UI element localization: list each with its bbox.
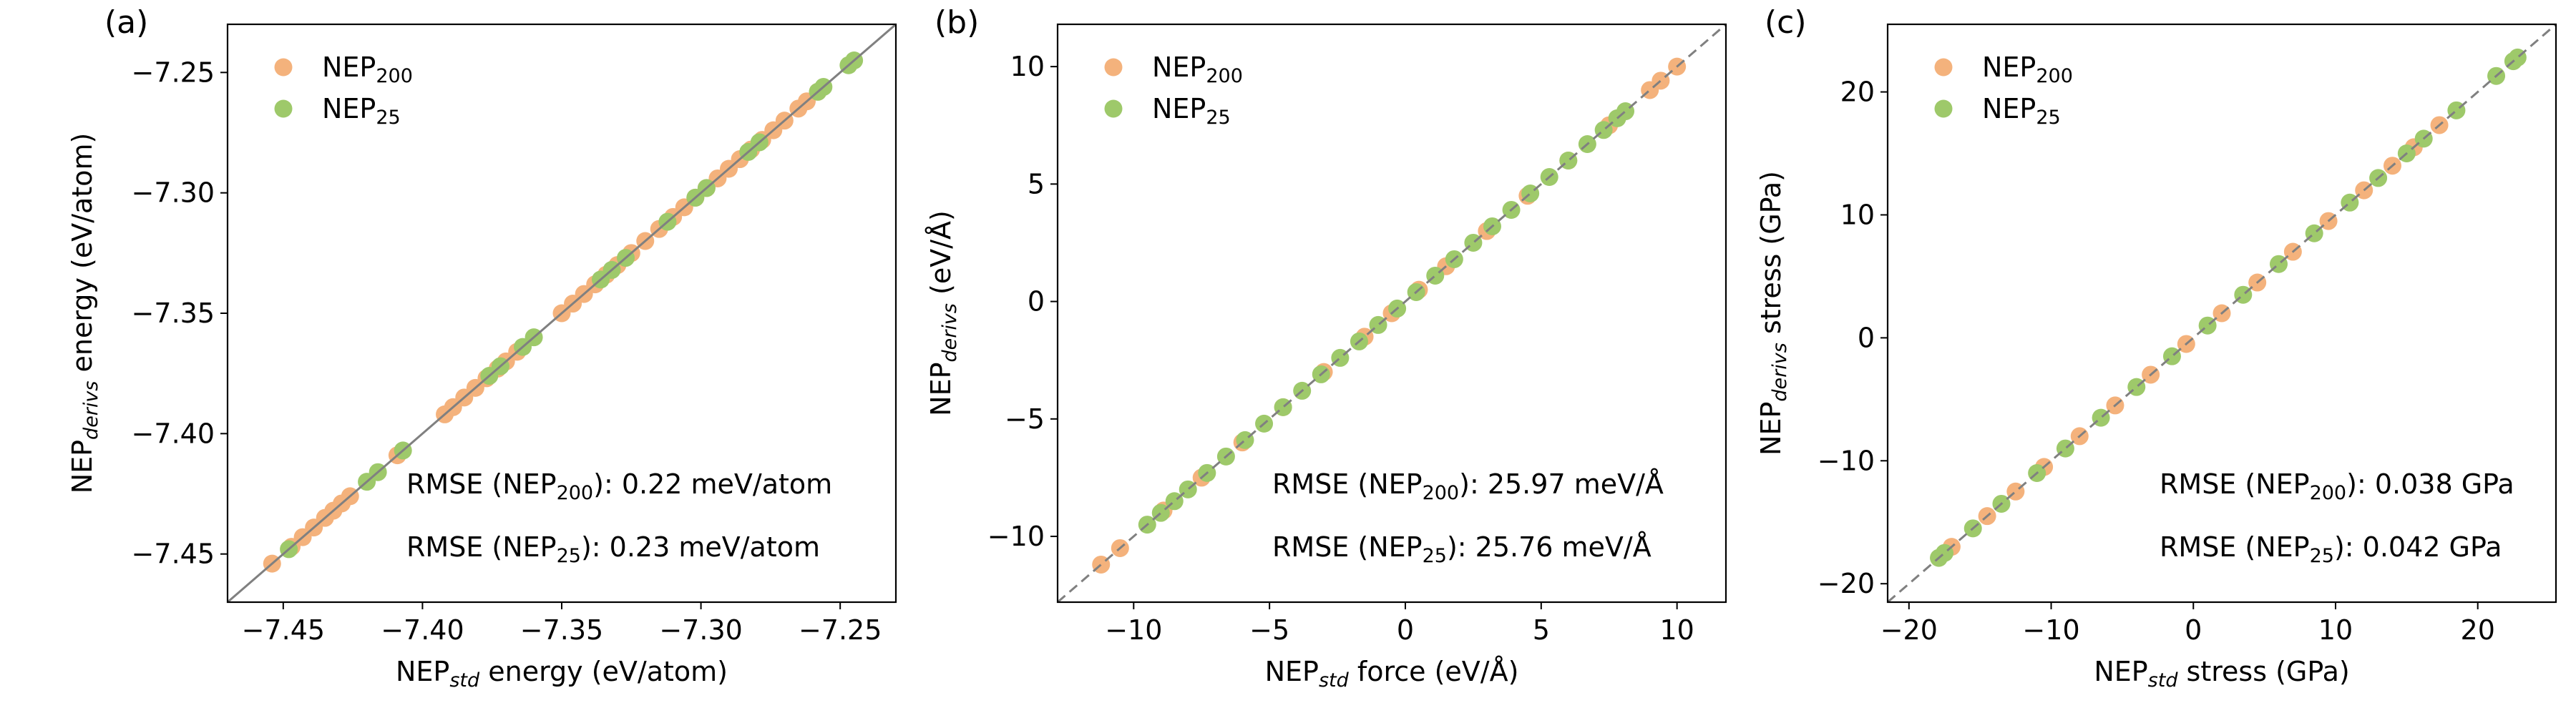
y-axis-label-group: NEPderivs (eV/Å) [925,210,961,416]
legend-marker [1104,58,1123,77]
legend-label: NEP25 [322,93,401,129]
y-tick-label: −7.25 [132,56,215,88]
y-tick-label: −10 [1818,445,1875,476]
rmse-text: RMSE (NEP200): 25.97 meV/Å [1272,468,1664,504]
legend: NEP200 NEP25 [1104,51,1243,129]
y-axis: −7.45 −7.40 −7.35 −7.30 −7.25 [132,56,228,570]
x-axis: −10 −5 0 5 10 [1105,602,1694,646]
y-tick-label: 0 [1028,286,1045,318]
y-axis-label: NEPderivs (eV/Å) [925,210,961,416]
x-tick-label: 20 [2461,614,2495,646]
x-tick-label: −5 [1249,614,1289,646]
y-tick-label: 10 [1840,199,1875,230]
legend-label: NEP25 [1982,93,2061,129]
y-axis: −20 −10 0 10 20 [1818,77,1888,599]
panel-label: (c) [1765,4,1807,41]
identity-line [228,24,896,602]
y-axis-label-group: NEPderivs stress (GPa) [1755,171,1791,456]
x-tick-label: 0 [2185,614,2202,646]
y-tick-label: −7.40 [132,418,215,449]
x-tick-label: −20 [1880,614,1938,646]
x-tick-label: 0 [1397,614,1414,646]
x-tick-label: −7.35 [520,614,603,646]
y-tick-label: 5 [1028,168,1045,200]
legend: NEP200 NEP25 [1934,51,2073,129]
panel-label: (a) [104,4,148,41]
axes-frame [1886,23,2557,604]
y-tick-label: −10 [987,521,1045,552]
x-tick-label: −7.40 [381,614,464,646]
rmse-text: RMSE (NEP25): 0.23 meV/atom [406,531,820,567]
y-axis-label: NEPderivs energy (eV/atom) [67,133,102,494]
x-tick-label: −10 [1105,614,1162,646]
y-axis-label-group: NEPderivs energy (eV/atom) [67,133,102,494]
x-axis: −20 −10 0 10 20 [1880,602,2495,646]
identity-line [1888,24,2556,602]
plot-area [1058,24,1726,602]
y-tick-label: −5 [1005,403,1045,435]
rmse-text: RMSE (NEP25): 25.76 meV/Å [1272,531,1652,567]
rmse-annotations: RMSE (NEP200): 25.97 meV/Å RMSE (NEP25): … [1272,468,1664,567]
legend-marker [1934,58,1953,77]
x-axis: −7.45 −7.40 −7.35 −7.30 −7.25 [242,602,882,646]
legend: NEP200 NEP25 [274,51,413,129]
y-tick-label: 10 [1010,51,1045,82]
panel-b: −10 −5 0 5 10 −10 −5 0 5 10 NEPstd force (eV/Å) NEP… [925,4,1727,692]
plot-area [228,24,896,602]
y-axis-label: NEPderivs stress (GPa) [1755,171,1791,456]
y-tick-label: −7.30 [132,177,215,209]
x-axis-label: NEPstd stress (GPa) [2094,656,2349,692]
y-tick-label: −20 [1818,568,1875,599]
rmse-text: RMSE (NEP200): 0.22 meV/atom [406,468,832,504]
legend-marker [274,58,293,77]
legend-marker [1934,99,1953,118]
panel-c: −20 −10 0 10 20 −20 −10 0 10 20 NEPstd stress (GPa… [1755,4,2557,692]
panel-label: (b) [935,4,979,41]
x-tick-label: −7.30 [659,614,742,646]
identity-line [1058,24,1726,602]
y-tick-label: 20 [1840,77,1875,108]
x-tick-label: 10 [1659,614,1694,646]
rmse-annotations: RMSE (NEP200): 0.22 meV/atom RMSE (NEP25)… [406,468,832,567]
x-axis-label: NEPstd force (eV/Å) [1265,656,1519,692]
rmse-annotations: RMSE (NEP200): 0.038 GPa RMSE (NEP25): 0.… [2160,468,2514,567]
x-tick-label: −7.45 [242,614,325,646]
plot-area [1888,24,2556,602]
axes-frame [1056,23,1727,604]
rmse-text: RMSE (NEP200): 0.038 GPa [2160,468,2514,504]
x-tick-label: −10 [2022,614,2079,646]
panel-a: −7.45 −7.40 −7.35 −7.30 −7.25 −7.45 −7.40 −7.35… [67,4,897,692]
legend-marker [1104,99,1123,118]
x-tick-label: 10 [2318,614,2353,646]
x-tick-label: 5 [1533,614,1550,646]
legend-label: NEP25 [1152,93,1231,129]
x-tick-label: −7.25 [799,614,882,646]
legend-label: NEP200 [1152,51,1243,87]
y-tick-label: −7.35 [132,298,215,329]
y-tick-label: 0 [1858,322,1875,353]
x-axis-label: NEPstd energy (eV/atom) [396,656,728,692]
legend-marker [274,99,293,118]
y-tick-label: −7.45 [132,539,215,570]
rmse-text: RMSE (NEP25): 0.042 GPa [2160,531,2502,567]
y-axis: −10 −5 0 5 10 [987,51,1058,552]
legend-label: NEP200 [1982,51,2073,87]
legend-label: NEP200 [322,51,413,87]
